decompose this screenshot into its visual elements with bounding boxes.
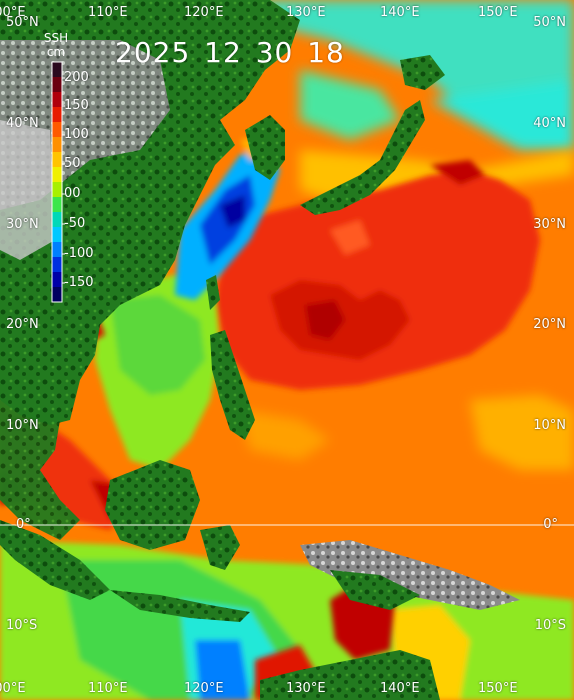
land-korea bbox=[245, 115, 285, 180]
colorbar-swatch bbox=[52, 272, 62, 288]
colorbar-swatch bbox=[52, 167, 62, 183]
ocean-warm-pool bbox=[215, 160, 540, 390]
land-indochina bbox=[0, 400, 80, 540]
colorbar-swatch bbox=[52, 92, 62, 108]
land-borneo bbox=[105, 460, 200, 550]
colorbar-tick-label: -150 bbox=[64, 275, 94, 290]
ocean-marginal-seas bbox=[0, 275, 574, 700]
colorbar-tick-label: -50 bbox=[64, 216, 86, 231]
colorbar-swatch bbox=[52, 212, 62, 228]
map-title: 2025 12 30 18 bbox=[115, 36, 345, 69]
colorbar-swatch bbox=[52, 77, 62, 93]
land-sumatra bbox=[0, 520, 110, 600]
colorbar-tick-label: -100 bbox=[64, 246, 94, 261]
colorbar-swatch bbox=[52, 182, 62, 198]
colorbar-swatch bbox=[52, 227, 62, 243]
ocean-north-band bbox=[250, 0, 574, 150]
longitude-label: 110°E bbox=[88, 681, 128, 696]
longitude-label: 130°E bbox=[286, 5, 326, 20]
latitude-label-left: 10°S bbox=[6, 618, 38, 633]
colorbar-swatch bbox=[52, 152, 62, 168]
colorbar-tick-label: 150 bbox=[64, 98, 89, 113]
colorbar-variable: SSH bbox=[43, 31, 69, 45]
longitude-label: 120°E bbox=[184, 5, 224, 20]
ocean-tropical-patches bbox=[240, 395, 574, 470]
longitude-label: 150°E bbox=[478, 681, 518, 696]
colorbar-swatch bbox=[52, 257, 62, 273]
latitude-label-left: 0° bbox=[16, 517, 31, 532]
land-new-guinea bbox=[300, 540, 520, 610]
colorbar-swatch bbox=[52, 287, 62, 303]
land-taiwan bbox=[206, 275, 220, 310]
colorbar-swatch bbox=[52, 197, 62, 213]
longitude-label: 150°E bbox=[478, 5, 518, 20]
latitude-label-right: 40°N bbox=[533, 116, 566, 131]
land-java bbox=[110, 590, 250, 622]
land-hokkaido bbox=[400, 55, 445, 90]
latitude-label-right: 30°N bbox=[533, 217, 566, 232]
colorbar-swatch bbox=[52, 242, 62, 258]
latitude-label-left: 40°N bbox=[6, 116, 39, 131]
land-tibet bbox=[0, 120, 55, 260]
colorbar-swatch bbox=[52, 107, 62, 123]
land-philippines bbox=[210, 330, 255, 440]
land-new-guinea-low bbox=[330, 570, 420, 610]
longitude-label: 140°E bbox=[380, 5, 420, 20]
land-japan bbox=[300, 100, 425, 215]
longitude-label: 100°E bbox=[0, 681, 26, 696]
colorbar-tick-label: 00 bbox=[64, 186, 81, 201]
longitude-label: 140°E bbox=[380, 681, 420, 696]
colorbar-tick-label: 50 bbox=[64, 156, 81, 171]
longitude-label: 100°E bbox=[0, 5, 26, 20]
latitude-label-right: 50°N bbox=[533, 15, 566, 30]
longitude-label: 130°E bbox=[286, 681, 326, 696]
latitude-label-left: 50°N bbox=[6, 15, 39, 30]
colorbar-tick-label: 100 bbox=[64, 127, 89, 142]
longitude-label: 120°E bbox=[184, 681, 224, 696]
colorbar-frame bbox=[51, 61, 63, 303]
colorbar-swatch bbox=[52, 137, 62, 153]
longitude-label: 110°E bbox=[88, 5, 128, 20]
colorbar bbox=[51, 61, 65, 303]
colorbar-tick-label: 200 bbox=[64, 70, 89, 85]
latitude-label-left: 10°N bbox=[6, 418, 39, 433]
latitude-label-right: 0° bbox=[543, 517, 558, 532]
land bbox=[0, 0, 520, 700]
latitude-label-right: 10°N bbox=[533, 418, 566, 433]
latitude-label-right: 20°N bbox=[533, 317, 566, 332]
latitude-label-right: 10°S bbox=[534, 618, 566, 633]
latitude-label-left: 20°N bbox=[6, 317, 39, 332]
latitude-label-left: 30°N bbox=[6, 217, 39, 232]
colorbar-unit: cm bbox=[46, 45, 66, 59]
colorbar-swatch bbox=[52, 62, 62, 78]
land-australia bbox=[260, 650, 440, 700]
colorbar-swatch bbox=[52, 122, 62, 138]
land-sulawesi bbox=[200, 525, 240, 570]
